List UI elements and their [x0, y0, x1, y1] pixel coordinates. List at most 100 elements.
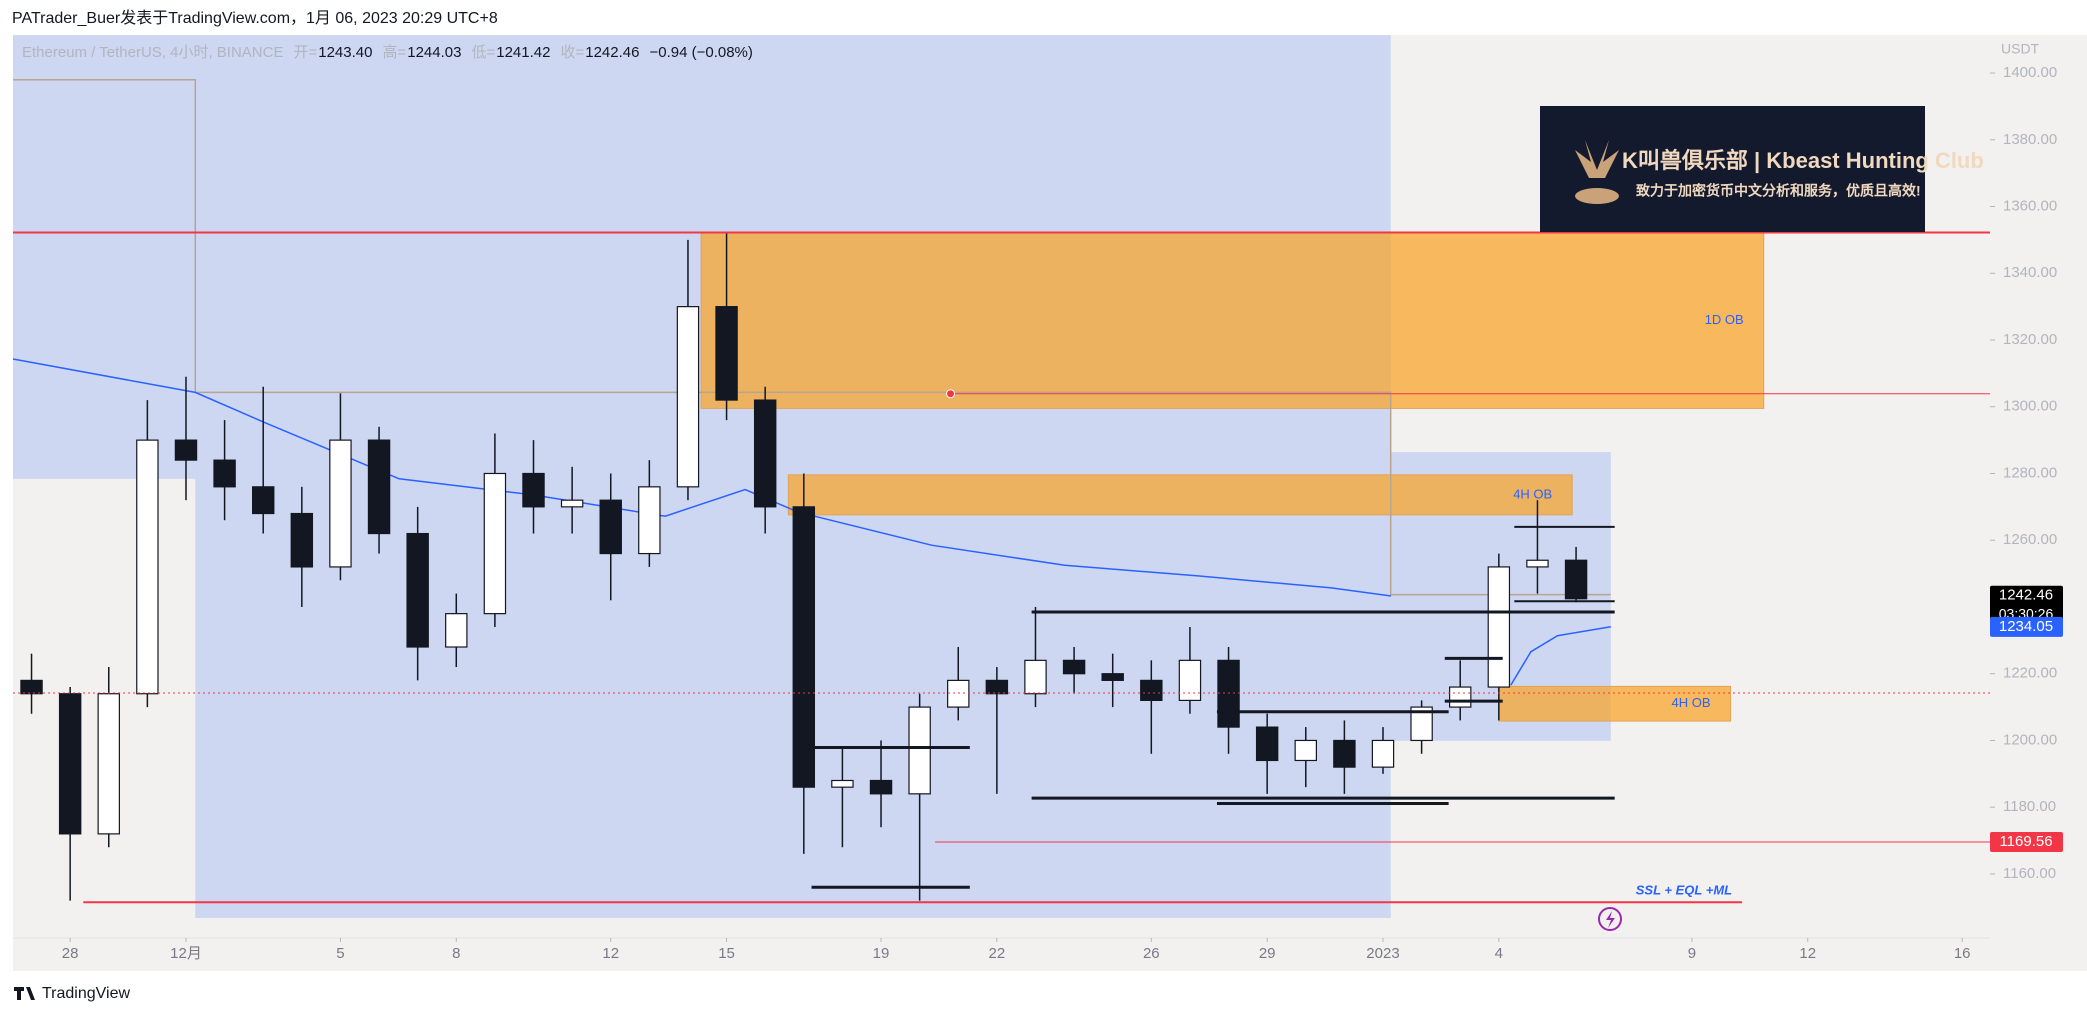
premium-region [13, 35, 196, 479]
candle-body [1062, 659, 1086, 675]
candle-body [715, 306, 738, 401]
header-title: PATrader_Buer发表于TradingView.com，1月 06, 2… [12, 9, 498, 27]
candle-body [1526, 559, 1549, 568]
y-tick-label: 1260.00 [2003, 531, 2057, 548]
candle-body [367, 439, 391, 535]
price-label-box [1990, 832, 2063, 853]
x-tick-label: 19 [873, 945, 890, 962]
y-tick-label: 1280.00 [2003, 464, 2057, 481]
candle-body [1101, 673, 1124, 681]
candle-body [136, 439, 159, 695]
y-tick-label: 1340.00 [2003, 264, 2057, 281]
candle-body [947, 679, 970, 708]
y-tick-label: 1400.00 [2003, 64, 2057, 81]
x-tick-label: 5 [336, 945, 344, 962]
y-tick-label: 1380.00 [2003, 131, 2057, 148]
candle-body [1294, 739, 1317, 762]
candle-body [1140, 679, 1163, 702]
price-label-box [1990, 616, 2063, 637]
legend-symbol: Ethereum / TetherUS, 4小时, BINANCE [22, 44, 283, 61]
x-tick-label: 26 [1143, 945, 1160, 962]
indicator-line [13, 78, 1611, 596]
indicator-line [12, 358, 1611, 686]
candle-body [406, 532, 429, 648]
order-block [1498, 685, 1732, 722]
candle-body [638, 486, 661, 555]
order-block [700, 232, 1765, 409]
candle-body [483, 472, 507, 615]
candle-body [522, 472, 545, 508]
order-block-label: 4H OB [1513, 486, 1552, 501]
price-axis [1990, 35, 2087, 971]
candle-body [290, 512, 314, 568]
candle-body [251, 486, 275, 515]
logo-subtitle: 致力于加密货币中文分析和服务，优质且高效! [1636, 183, 1921, 199]
candle-body [97, 693, 120, 835]
candle-body [676, 306, 700, 488]
legend-field-value: 1243.40 [318, 44, 372, 61]
footer-brand: TradingView [42, 985, 130, 1002]
candle-body [174, 439, 198, 461]
y-tick-label: 1360.00 [2003, 197, 2057, 214]
candle-body [599, 499, 622, 555]
price-label-box [1990, 585, 2063, 626]
legend-change: −0.94 (−0.08%) [649, 44, 752, 61]
alert-icon[interactable] [1598, 907, 1622, 931]
currency-label: USDT [2001, 41, 2040, 57]
candle-body [58, 693, 82, 835]
candle-body [1178, 659, 1202, 702]
candle-body [329, 439, 352, 568]
legend-field-label: 高= [382, 44, 406, 61]
order-block [787, 474, 1573, 516]
candle-body [1371, 739, 1395, 768]
x-tick-label: 28 [62, 945, 79, 962]
candle-body [560, 499, 584, 508]
legend-field-label: 收= [560, 44, 584, 61]
legend-field-value: 1244.03 [407, 44, 461, 61]
candle-body [1449, 686, 1472, 708]
price-label: 1242.46 [1999, 587, 2053, 604]
price-label: 1234.05 [1999, 618, 2053, 635]
candle-body [1255, 726, 1279, 762]
x-tick-label: 8 [452, 945, 460, 962]
legend-field-label: 低= [471, 44, 495, 61]
x-tick-label: 12月 [170, 945, 202, 962]
level-anchor [946, 389, 956, 399]
x-tick-label: 2023 [1366, 945, 1399, 962]
candle-body [831, 779, 854, 788]
legend-field-label: 开= [293, 44, 317, 61]
candle-body [1487, 566, 1511, 688]
candle-body [1217, 659, 1240, 728]
legend-field-value: 1241.42 [496, 44, 550, 61]
price-label: 1169.56 [1999, 833, 2052, 850]
alert-icon-bolt [1606, 911, 1615, 928]
candle-body [908, 706, 931, 795]
candle-body [213, 459, 236, 488]
legend-field-value: 1242.46 [585, 44, 639, 61]
y-tick-label: 1200.00 [2003, 731, 2057, 748]
candle-body [445, 613, 468, 648]
x-tick-label: 12 [1799, 945, 1816, 962]
x-tick-label: 22 [989, 945, 1006, 962]
logo-icon [1575, 140, 1619, 178]
y-tick-label: 1180.00 [2003, 798, 2056, 815]
x-tick-label: 4 [1495, 945, 1503, 962]
x-tick-label: 9 [1688, 945, 1696, 962]
footer-logo [14, 987, 35, 1000]
candle-body [792, 506, 816, 788]
candle-body [869, 779, 893, 795]
x-tick-label: 29 [1259, 945, 1276, 962]
x-tick-label: 12 [602, 945, 619, 962]
logo-title: K叫兽俱乐部 | Kbeast Hunting Club [1622, 148, 1984, 173]
x-tick-label: 15 [718, 945, 735, 962]
annotation: SSL + EQL +ML [1636, 883, 1732, 898]
candle-body [1024, 659, 1047, 695]
x-tick-label: 16 [1954, 945, 1971, 962]
y-tick-label: 1220.00 [2003, 665, 2057, 682]
logo-icon-base [1575, 188, 1619, 204]
y-tick-label: 1300.00 [2003, 398, 2057, 415]
plot: USDT 1400.00 1380.00 1360.00 1340.00 1320.00 1… [12, 35, 2087, 971]
order-block-label: 1D OB [1705, 312, 1744, 327]
